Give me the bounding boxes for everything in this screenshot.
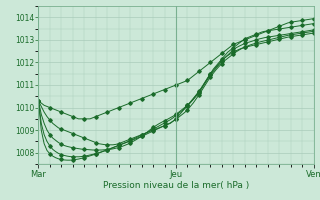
X-axis label: Pression niveau de la mer( hPa ): Pression niveau de la mer( hPa ): [103, 181, 249, 190]
